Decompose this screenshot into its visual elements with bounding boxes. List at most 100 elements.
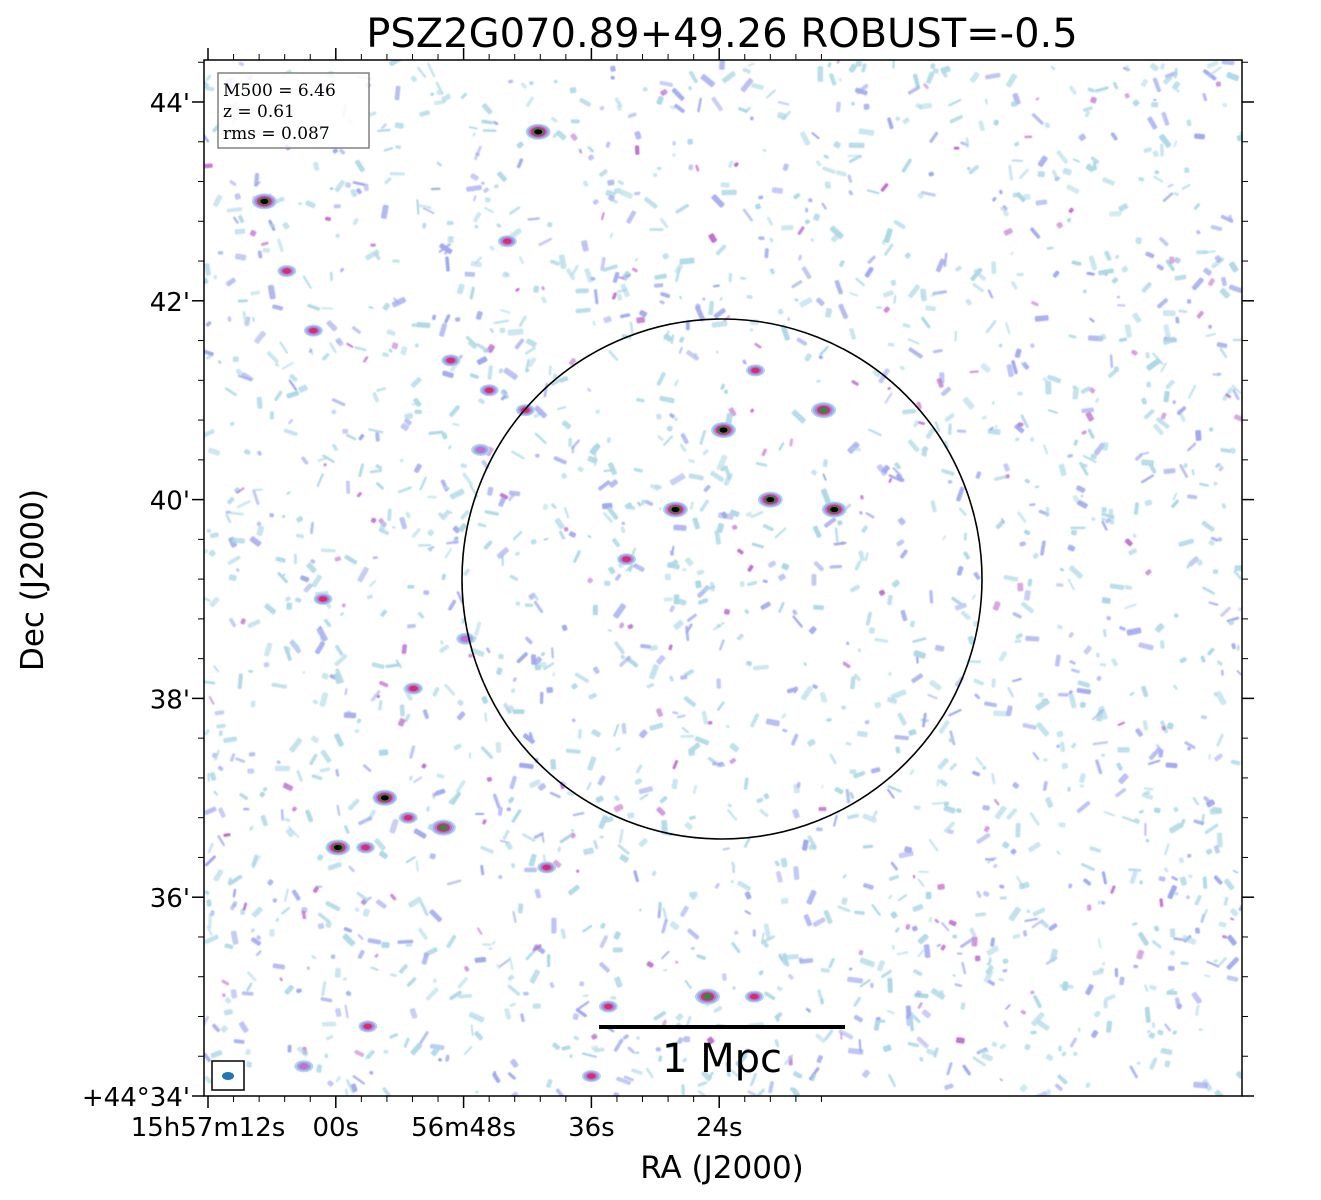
noise-blob: [245, 1049, 251, 1055]
noise-blob: [888, 671, 892, 676]
noise-blob: [1017, 391, 1023, 396]
noise-blob: [223, 833, 231, 837]
noise-blob: [1098, 333, 1107, 342]
noise-blob: [666, 425, 673, 432]
noise-blob: [1101, 871, 1108, 885]
noise-blob: [1068, 334, 1077, 339]
noise-blob: [752, 929, 756, 937]
noise-blob: [458, 993, 473, 999]
noise-blob: [691, 895, 696, 900]
noise-blob: [542, 503, 549, 511]
noise-blob: [213, 665, 220, 673]
noise-blob: [1158, 876, 1166, 882]
noise-blob: [1020, 1009, 1027, 1015]
noise-blob: [1019, 541, 1026, 547]
noise-blob: [1149, 1057, 1158, 1070]
noise-blob: [994, 425, 998, 429]
noise-blob: [602, 264, 618, 272]
noise-blob: [1232, 390, 1240, 401]
noise-blob: [448, 599, 457, 611]
noise-blob: [501, 271, 508, 278]
noise-blob: [702, 297, 706, 301]
noise-blob: [1220, 214, 1234, 223]
noise-blob: [457, 699, 464, 707]
noise-blob: [1070, 526, 1086, 530]
noise-blob: [601, 212, 605, 221]
noise-blob: [1133, 964, 1139, 969]
noise-blob: [619, 622, 625, 629]
noise-blob: [1173, 684, 1178, 690]
radio-source: [430, 819, 456, 836]
noise-blob: [341, 603, 346, 608]
noise-blob: [1068, 690, 1073, 695]
noise-blob: [1159, 640, 1165, 649]
noise-blob: [824, 181, 832, 189]
noise-blob: [332, 443, 338, 452]
noise-blob: [634, 258, 639, 262]
noise-blob: [763, 793, 770, 800]
noise-blob: [980, 363, 991, 373]
noise-blob: [1059, 741, 1066, 753]
noise-blob: [682, 568, 687, 572]
scale-bar-label: 1 Mpc: [662, 1036, 782, 1082]
noise-blob: [627, 623, 634, 630]
noise-blob: [902, 323, 911, 328]
noise-blob: [390, 893, 397, 901]
noise-blob: [716, 761, 724, 767]
noise-blob: [320, 548, 336, 553]
noise-blob: [720, 383, 725, 390]
noise-blob: [850, 446, 862, 452]
noise-blob: [1141, 397, 1148, 405]
noise-blob: [1157, 1029, 1164, 1036]
noise-blob: [332, 148, 338, 154]
noise-blob: [619, 854, 629, 863]
noise-blob: [511, 450, 525, 460]
noise-blob: [561, 1045, 571, 1051]
noise-blob: [552, 672, 556, 677]
noise-blob: [1204, 823, 1219, 835]
noise-blob: [1079, 773, 1086, 784]
noise-blob: [418, 1031, 429, 1045]
noise-blob: [649, 645, 658, 651]
noise-blob: [448, 445, 452, 450]
noise-blob: [343, 927, 353, 933]
noise-blob: [318, 626, 322, 629]
noise-blob: [1136, 949, 1145, 960]
noise-blob: [1105, 1020, 1113, 1033]
noise-blob: [399, 516, 408, 530]
noise-blob: [918, 870, 929, 874]
noise-blob: [674, 379, 679, 387]
noise-blob: [788, 974, 794, 980]
noise-blob: [638, 838, 648, 847]
noise-blob: [357, 566, 369, 583]
noise-blob: [1031, 1012, 1045, 1027]
noise-blob: [974, 693, 981, 700]
noise-blob: [286, 491, 291, 495]
noise-blob: [356, 891, 369, 902]
noise-blob: [555, 1088, 567, 1096]
noise-blob: [481, 695, 489, 704]
noise-blob: [606, 437, 611, 444]
noise-blob: [932, 68, 939, 74]
noise-blob: [1107, 369, 1117, 379]
noise-blob: [860, 494, 864, 500]
noise-blob: [942, 71, 948, 78]
noise-blob: [263, 662, 270, 668]
noise-blob: [811, 574, 817, 586]
noise-blob: [432, 978, 437, 984]
sky-image: [204, 60, 1242, 1096]
noise-blob: [679, 295, 682, 300]
noise-blob: [849, 584, 860, 593]
noise-blob: [306, 562, 317, 574]
noise-blob: [1153, 807, 1161, 814]
noise-blob: [221, 979, 230, 986]
noise-blob: [707, 720, 713, 725]
noise-blob: [296, 770, 303, 782]
noise-blob: [1193, 203, 1200, 210]
noise-blob: [646, 961, 654, 968]
noise-blob: [358, 463, 365, 478]
noise-blob: [1196, 310, 1204, 319]
noise-blob: [1010, 848, 1017, 855]
noise-blob: [1208, 324, 1212, 329]
noise-blob: [949, 115, 963, 124]
